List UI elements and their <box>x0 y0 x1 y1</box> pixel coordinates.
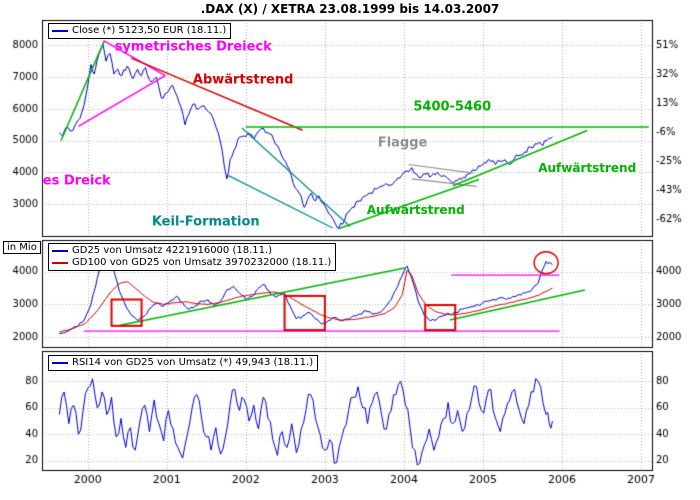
page-title: .DAX (X) / XETRA 23.08.1999 bis 14.03.20… <box>200 2 500 16</box>
rsi-legend-row: RSI14 von GD25 von Umsatz (*) 49,943 (18… <box>52 357 313 369</box>
volume-legend: GD25 von Umsatz 4221916000 (18.11.) GD10… <box>48 243 337 271</box>
price-legend-row: Close (*) 5123,50 EUR (18.11.) <box>52 25 226 37</box>
gd100-legend-row: GD100 von GD25 von Umsatz 3970232000 (18… <box>52 257 331 269</box>
rsi-legend-label: RSI14 von GD25 von Umsatz (*) 49,943 (18… <box>72 357 314 368</box>
rsi-line-swatch <box>52 362 68 364</box>
price-legend: Close (*) 5123,50 EUR (18.11.) <box>48 23 232 39</box>
close-line-swatch <box>52 30 68 32</box>
gd100-line-swatch <box>52 262 68 264</box>
gd100-legend-label: GD100 von GD25 von Umsatz 3970232000 (18… <box>72 257 332 268</box>
rsi-legend: RSI14 von GD25 von Umsatz (*) 49,943 (18… <box>48 355 319 371</box>
close-legend-label: Close (*) 5123,50 EUR (18.11.) <box>72 25 227 36</box>
gd25-line-swatch <box>52 250 68 252</box>
gd25-legend-label: GD25 von Umsatz 4221916000 (18.11.) <box>72 245 273 256</box>
gd25-legend-row: GD25 von Umsatz 4221916000 (18.11.) <box>52 245 331 257</box>
volume-unit-label: in Mio <box>3 241 41 254</box>
